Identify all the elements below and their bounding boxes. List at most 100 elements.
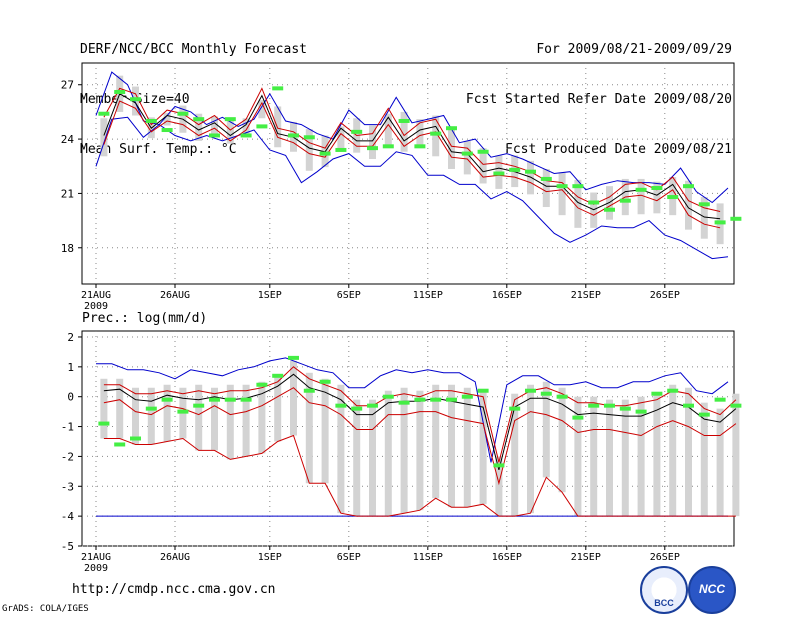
median-marker bbox=[683, 403, 694, 408]
ensemble-box bbox=[195, 384, 203, 451]
year-label: 2009 bbox=[84, 563, 108, 574]
ensemble-box bbox=[353, 399, 361, 517]
bcc-logo-text: BCC bbox=[654, 598, 674, 608]
ncc-logo-text: NCC bbox=[699, 582, 725, 596]
x-tick-label: 21AUG bbox=[81, 552, 111, 563]
median-marker bbox=[382, 394, 394, 399]
median-marker bbox=[651, 391, 663, 396]
x-tick-label: 21SEP bbox=[571, 290, 601, 301]
panel-title: Prec.: log(mm/d) bbox=[82, 311, 207, 326]
median-marker bbox=[635, 187, 647, 192]
produced-date: Fcst Produced Date 2009/08/21 bbox=[505, 142, 732, 157]
ensemble-box bbox=[432, 115, 440, 157]
y-tick-label: 1 bbox=[67, 361, 74, 374]
median-marker bbox=[730, 403, 742, 408]
header-left: DERF/NCC/BCC Monthly Forecast Member Siz… bbox=[80, 10, 307, 176]
ensemble-box bbox=[463, 140, 471, 175]
ensemble-box bbox=[574, 396, 582, 517]
ensemble-box bbox=[321, 378, 329, 484]
median-marker bbox=[477, 149, 489, 154]
ensemble-box bbox=[463, 387, 471, 508]
header-right: For 2009/08/21-2009/09/29 Fcst Started R… bbox=[466, 10, 732, 176]
median-marker bbox=[114, 89, 126, 94]
source-url[interactable]: http://cmdp.ncc.cma.gov.cn bbox=[72, 582, 276, 597]
median-marker bbox=[556, 394, 568, 399]
ensemble-box bbox=[669, 384, 677, 517]
median-marker bbox=[256, 124, 268, 129]
ensemble-box bbox=[479, 148, 487, 184]
median-marker bbox=[256, 382, 268, 387]
series-line-mean_plus bbox=[103, 87, 721, 212]
median-marker bbox=[461, 151, 473, 156]
median-marker bbox=[446, 397, 457, 402]
ensemble-box bbox=[606, 399, 613, 517]
x-tick-label: 6SEP bbox=[337, 552, 361, 563]
ensemble-box bbox=[242, 118, 250, 136]
series-line-mean bbox=[103, 387, 737, 486]
median-marker bbox=[525, 169, 536, 174]
series-line-max bbox=[95, 71, 729, 204]
median-marker bbox=[461, 394, 473, 399]
x-tick-label: 26AUG bbox=[160, 290, 190, 301]
ensemble-box bbox=[400, 387, 408, 514]
y-tick-label: 18 bbox=[61, 242, 74, 255]
median-marker bbox=[98, 111, 110, 116]
ensemble-box bbox=[416, 119, 424, 149]
ensemble-box bbox=[211, 116, 218, 135]
ensemble-box bbox=[100, 118, 108, 157]
ensemble-box bbox=[226, 119, 234, 144]
median-marker bbox=[572, 415, 584, 420]
x-tick-label: 1SEP bbox=[258, 290, 282, 301]
start-date: Fcst Started Refer Date 2009/08/20 bbox=[465, 92, 732, 107]
x-tick-label: 26SEP bbox=[650, 552, 680, 563]
median-marker bbox=[398, 118, 410, 123]
x-tick-label: 16SEP bbox=[492, 552, 522, 563]
series-line-mean bbox=[103, 93, 721, 220]
x-tick-label: 11SEP bbox=[413, 290, 443, 301]
median-marker bbox=[540, 391, 552, 396]
median-marker bbox=[209, 397, 220, 402]
ensemble-box bbox=[542, 381, 550, 478]
chart-panel-temperature: 21AUG 26AUG 1SEP 6SEP 11SEP 16SEP 21SEP 26SEP 20… bbox=[61, 62, 742, 312]
ensemble-box bbox=[384, 113, 392, 148]
median-marker bbox=[177, 409, 189, 414]
forecast-period: For 2009/08/21-2009/09/29 bbox=[536, 42, 732, 57]
x-tick-label: 11SEP bbox=[413, 552, 443, 563]
median-marker bbox=[145, 118, 157, 123]
ensemble-box bbox=[274, 375, 282, 442]
median-marker bbox=[572, 184, 584, 189]
median-marker bbox=[588, 200, 600, 205]
y-tick-label: -5 bbox=[61, 540, 74, 553]
median-marker bbox=[430, 397, 442, 402]
median-marker bbox=[367, 403, 378, 408]
median-marker bbox=[635, 409, 647, 414]
median-marker bbox=[351, 406, 363, 411]
ensemble-box bbox=[337, 384, 345, 514]
median-marker bbox=[604, 207, 615, 212]
median-marker bbox=[477, 388, 489, 393]
median-marker bbox=[509, 167, 521, 172]
median-marker bbox=[619, 406, 631, 411]
ensemble-box bbox=[432, 384, 440, 499]
median-marker bbox=[493, 171, 505, 176]
ensemble-box bbox=[384, 390, 392, 517]
ensemble-box bbox=[290, 360, 297, 436]
median-marker bbox=[667, 195, 679, 200]
ensemble-box bbox=[590, 396, 598, 517]
grads-credit: GrADS: COLA/IGES bbox=[2, 604, 89, 614]
ensemble-box bbox=[416, 390, 424, 511]
x-tick-label: 26AUG bbox=[160, 552, 190, 563]
ensemble-box bbox=[732, 393, 740, 517]
ensemble-box bbox=[448, 384, 455, 508]
ensemble-box bbox=[653, 393, 661, 517]
x-tick-label: 1SEP bbox=[258, 552, 282, 563]
ensemble-box bbox=[542, 168, 550, 208]
median-marker bbox=[335, 147, 347, 152]
y-tick-label: 0 bbox=[67, 391, 74, 404]
series-line-mean_minus bbox=[103, 100, 721, 229]
median-marker bbox=[224, 397, 236, 402]
median-marker bbox=[272, 373, 284, 378]
series-line-max bbox=[96, 357, 729, 463]
ensemble-box bbox=[716, 408, 724, 517]
ensemble-box bbox=[369, 399, 376, 517]
